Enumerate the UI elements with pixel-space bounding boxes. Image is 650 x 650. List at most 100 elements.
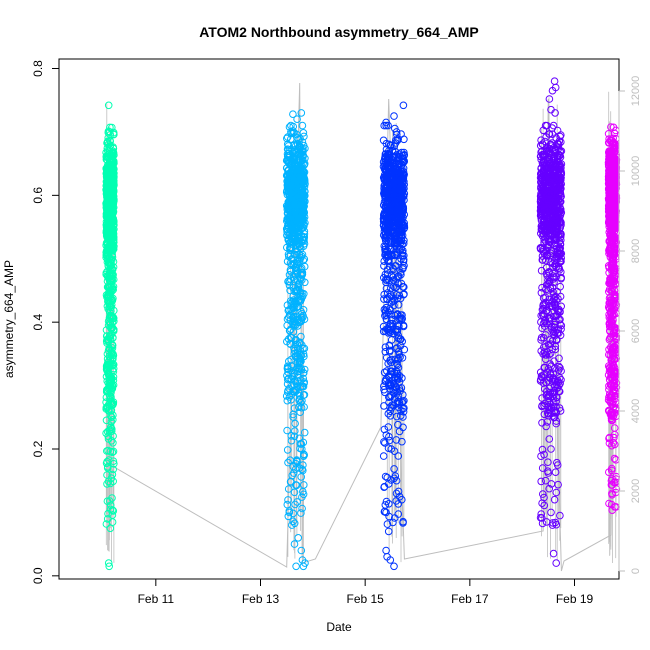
data-point — [537, 477, 546, 486]
data-point — [283, 426, 291, 435]
data-point — [297, 546, 306, 555]
data-point — [294, 297, 303, 305]
data-point — [104, 274, 112, 282]
data-point — [295, 318, 304, 327]
data-point — [110, 130, 118, 138]
data-point — [283, 134, 291, 143]
data-point — [290, 152, 298, 160]
data-point — [551, 342, 560, 351]
data-point — [284, 458, 292, 467]
data-point — [400, 236, 408, 245]
data-point — [106, 204, 114, 212]
data-point — [104, 153, 113, 162]
data-point — [283, 171, 292, 180]
data-point — [285, 202, 293, 211]
data-point — [290, 236, 299, 244]
data-point — [296, 444, 304, 453]
data-point — [297, 231, 306, 240]
data-point — [290, 488, 299, 497]
data-point — [400, 148, 408, 157]
data-point — [284, 335, 293, 343]
data-point — [382, 145, 391, 154]
data-point — [285, 281, 294, 290]
data-point — [385, 342, 394, 350]
data-point — [391, 393, 399, 401]
data-point — [283, 177, 291, 186]
data-point — [397, 406, 405, 415]
data-point — [106, 318, 114, 327]
data-point — [381, 348, 390, 356]
data-point — [387, 445, 396, 453]
data-point — [394, 160, 402, 169]
data-point — [385, 292, 394, 301]
data-point — [547, 508, 555, 517]
data-point — [289, 304, 298, 313]
data-point — [298, 341, 306, 349]
data-point — [379, 136, 388, 145]
data-point — [296, 297, 305, 306]
data-point — [110, 225, 118, 234]
data-point — [399, 519, 407, 527]
y-tick-label: 0.8 — [31, 60, 45, 77]
data-point — [289, 517, 297, 526]
data-point — [549, 312, 558, 321]
data-point — [297, 366, 306, 374]
data-point — [108, 518, 117, 526]
data-point — [400, 345, 409, 354]
data-point — [291, 298, 299, 307]
data-point — [385, 262, 394, 271]
data-point — [291, 352, 300, 360]
data-point — [284, 277, 292, 286]
data-point — [105, 174, 113, 183]
data-point — [103, 233, 112, 241]
data-point — [291, 500, 299, 509]
data-point — [391, 205, 400, 213]
y-tick-label: 0.4 — [31, 314, 45, 331]
x-tick-label: Feb 11 — [138, 592, 175, 606]
data-point — [294, 258, 302, 266]
data-point — [382, 275, 390, 284]
data-point — [104, 446, 112, 455]
data-point — [105, 260, 114, 268]
data-point — [538, 140, 547, 148]
data-point — [389, 518, 397, 527]
data-point — [286, 477, 295, 486]
data-point — [285, 357, 293, 366]
data-point — [286, 333, 295, 342]
data-point — [103, 362, 112, 371]
data-point — [381, 327, 390, 335]
data-point — [393, 294, 402, 303]
data-point — [294, 534, 303, 542]
data-point — [283, 257, 292, 266]
data-point — [105, 562, 113, 571]
data-point — [107, 350, 116, 358]
data-point — [107, 423, 115, 432]
data-point — [283, 301, 292, 310]
data-point — [540, 410, 549, 419]
y-axis-label: asymmetry_664_AMP — [2, 260, 16, 378]
data-point — [398, 185, 406, 194]
data-point — [384, 381, 393, 390]
y2-tick-label: 6000 — [630, 319, 642, 343]
data-point — [542, 518, 551, 526]
data-point — [381, 181, 389, 189]
data-point — [104, 191, 113, 200]
data-point — [105, 243, 113, 252]
data-point — [106, 271, 114, 280]
data-point — [383, 289, 392, 297]
data-point — [105, 308, 114, 316]
data-point — [108, 165, 116, 174]
data-point — [556, 511, 564, 520]
data-point — [283, 243, 291, 252]
data-point — [545, 95, 554, 103]
data-point — [380, 184, 388, 193]
data-point — [295, 434, 304, 443]
data-point — [283, 500, 292, 509]
data-point — [300, 450, 308, 459]
data-point — [290, 432, 299, 441]
data-point — [380, 385, 388, 394]
data-point — [289, 509, 298, 518]
data-point — [539, 304, 548, 313]
data-point — [285, 508, 294, 517]
data-point — [107, 212, 116, 220]
